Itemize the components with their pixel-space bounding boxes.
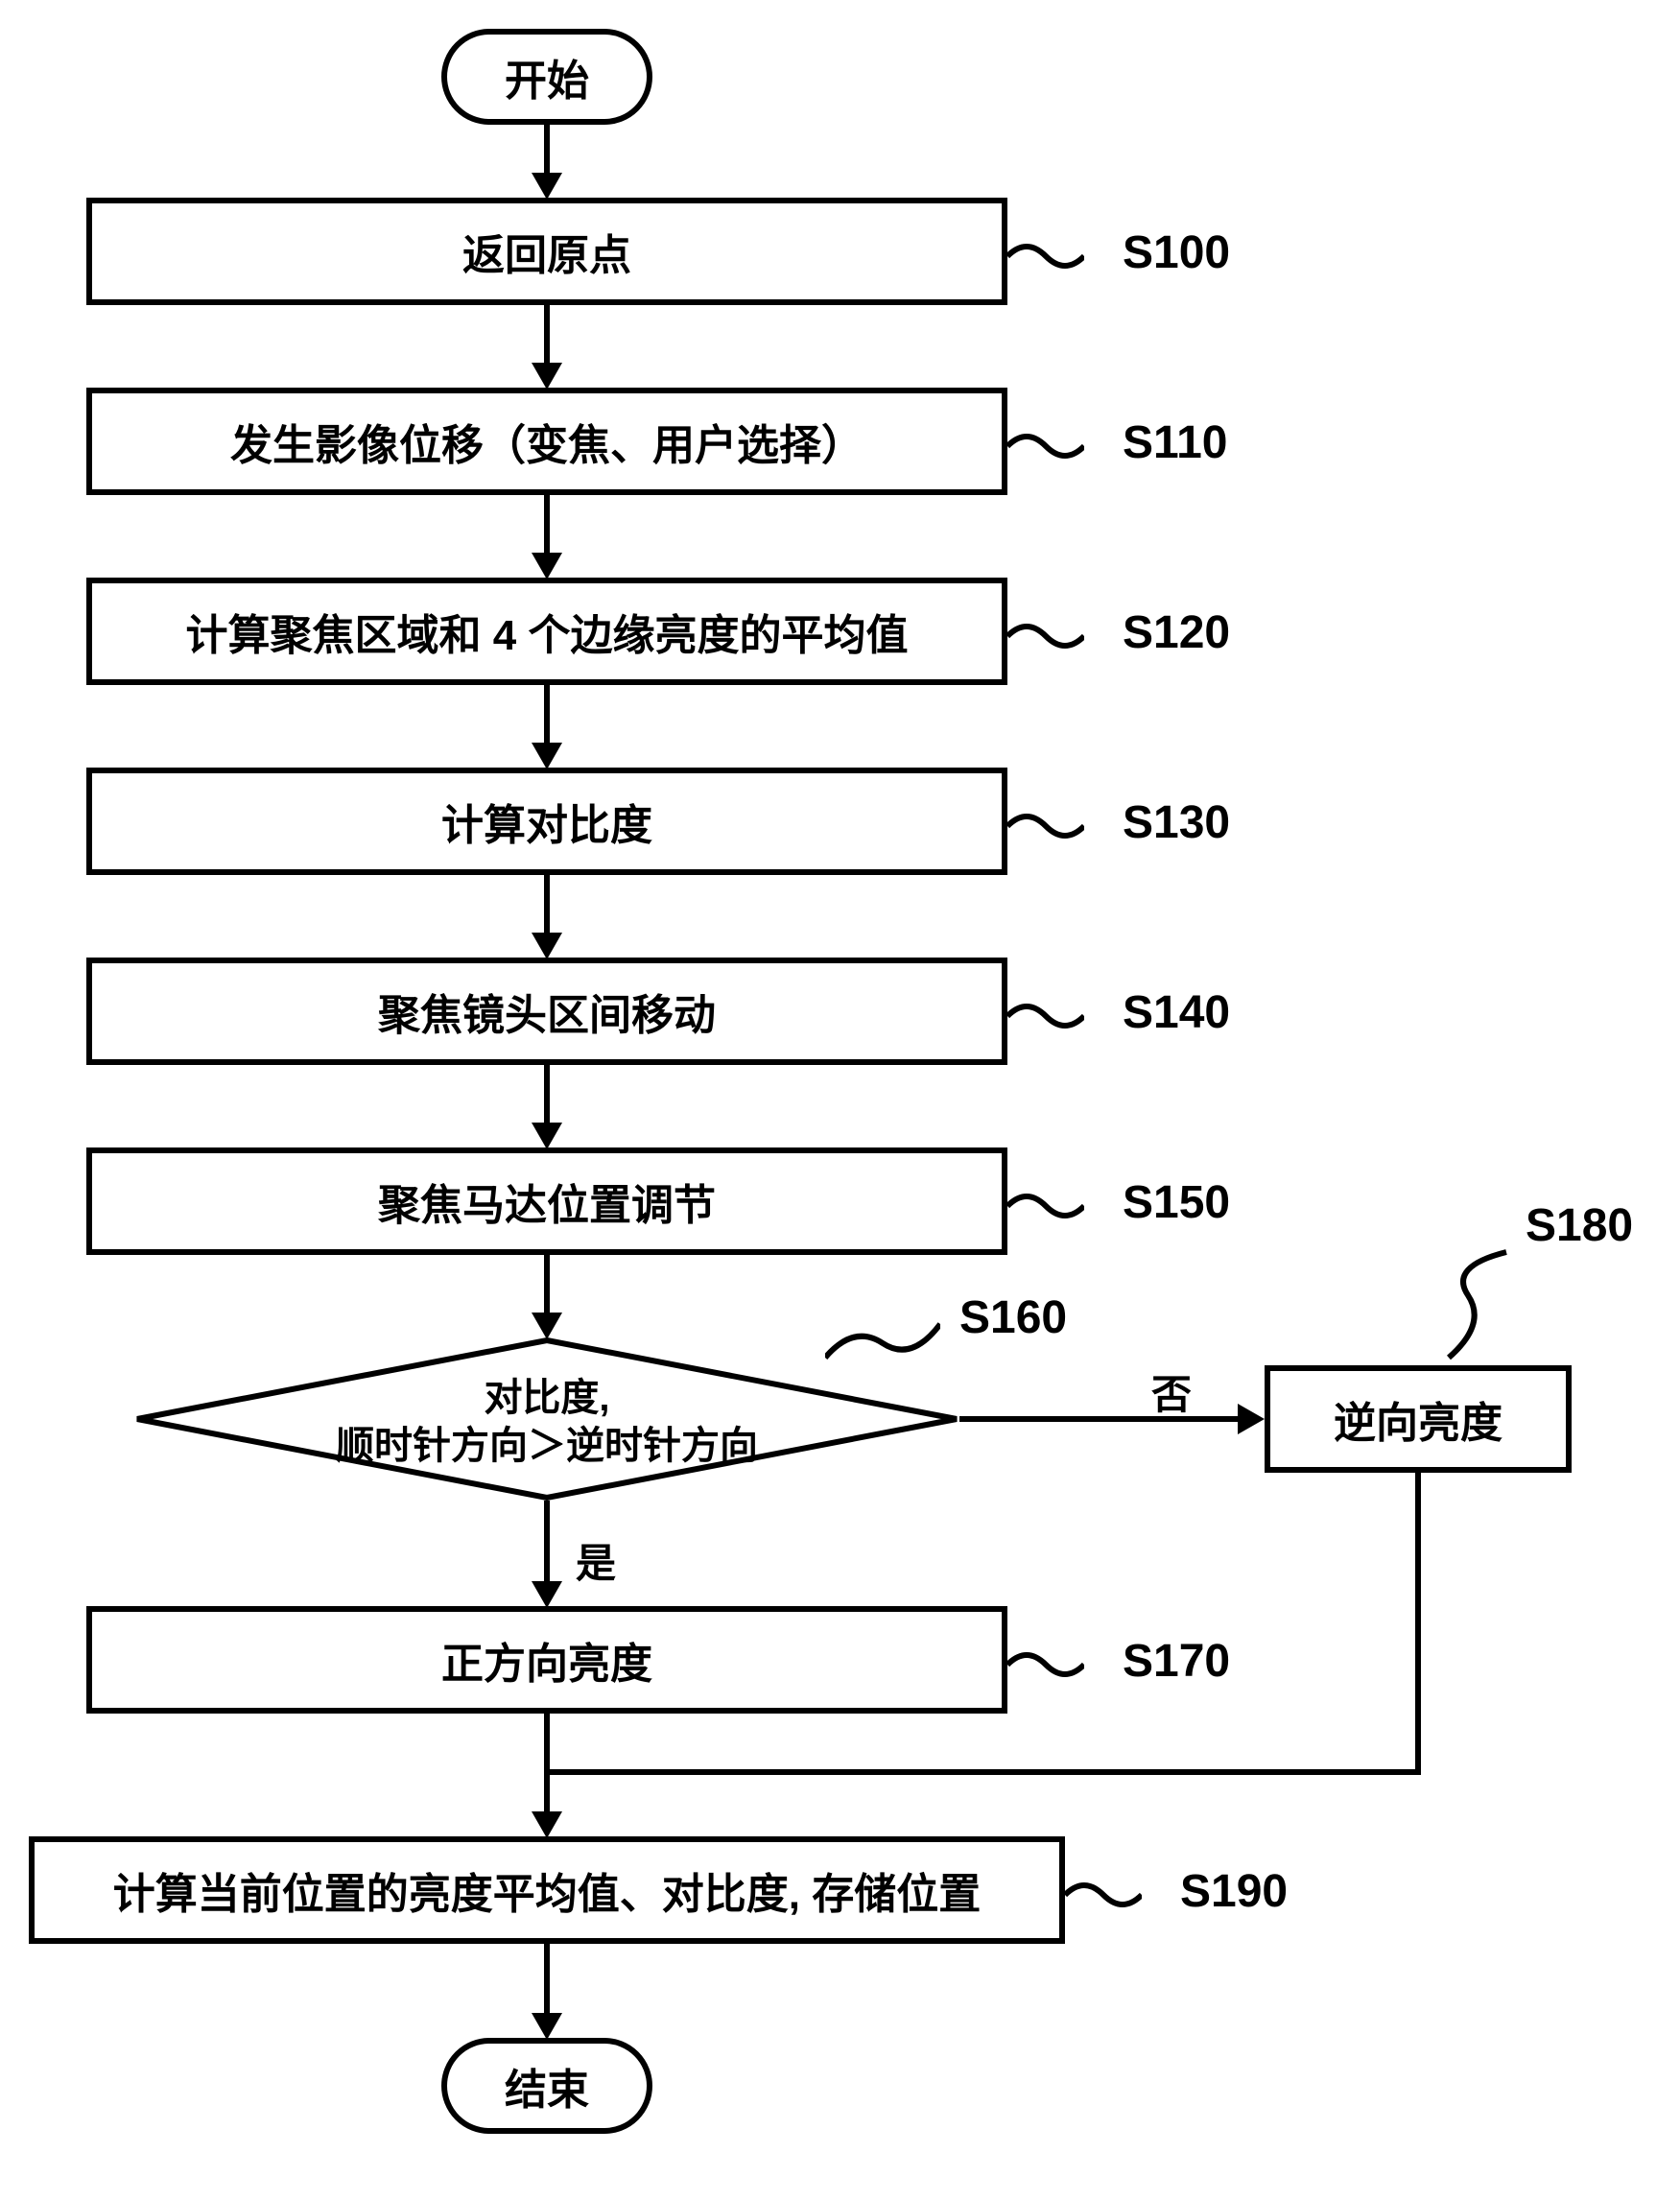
terminal-end: 结束: [441, 2038, 652, 2134]
step-s150: 聚焦马达位置调节: [86, 1147, 1007, 1255]
step-s180-tag: S180: [1526, 1199, 1633, 1252]
step-s160-line1: 对比度,: [484, 1377, 609, 1419]
step-s120: 计算聚焦区域和 4 个边缘亮度的平均值: [86, 578, 1007, 685]
step-s160-tag: S160: [959, 1291, 1067, 1344]
step-s170: 正方向亮度: [86, 1606, 1007, 1714]
step-s150-tag: S150: [1123, 1176, 1230, 1229]
step-s130: 计算对比度: [86, 768, 1007, 875]
step-s150-label: 聚焦马达位置调节: [378, 1171, 716, 1232]
arrow: [544, 1944, 550, 2015]
arrow: [544, 1501, 550, 1583]
arrow-head: [532, 1581, 562, 1608]
step-s140: 聚焦镜头区间移动: [86, 958, 1007, 1065]
step-s170-tag: S170: [1123, 1635, 1230, 1688]
step-s160-line2: 顺时针方向＞逆时针方向: [336, 1425, 758, 1467]
step-s190: 计算当前位置的亮度平均值、对比度, 存储位置: [29, 1836, 1065, 1944]
edge-no-label: 否: [1151, 1362, 1192, 1421]
step-s120-label: 计算聚焦区域和 4 个边缘亮度的平均值: [186, 601, 909, 662]
terminal-end-label: 结束: [505, 2055, 589, 2117]
flowchart-canvas: 开始 返回原点 S100 发生影像位移（变焦、用户选择） S110 计算聚焦区域…: [0, 0, 1680, 2200]
step-s130-label: 计算对比度: [441, 791, 652, 852]
step-s110: 发生影像位移（变焦、用户选择）: [86, 388, 1007, 495]
squiggle-icon: [1007, 432, 1084, 461]
arrow: [544, 875, 550, 934]
squiggle-icon: [1065, 1881, 1142, 1909]
step-s160-text: 对比度, 顺时针方向＞逆时针方向: [134, 1374, 959, 1470]
arrow-head: [532, 1811, 562, 1838]
arrow: [544, 1065, 550, 1124]
squiggle-icon: [1007, 1192, 1084, 1220]
step-s140-tag: S140: [1123, 986, 1230, 1039]
squiggle-icon: [1007, 812, 1084, 840]
step-s110-tag: S110: [1123, 416, 1227, 469]
squiggle-icon: [825, 1314, 940, 1372]
arrow-head: [532, 553, 562, 580]
squiggle-icon: [1439, 1247, 1535, 1362]
step-s190-label: 计算当前位置的亮度平均值、对比度, 存储位置: [113, 1859, 981, 1921]
arrow-head: [532, 1313, 562, 1339]
step-s110-label: 发生影像位移（变焦、用户选择）: [230, 411, 864, 472]
step-s100-tag: S100: [1123, 226, 1230, 279]
terminal-start-label: 开始: [505, 46, 589, 107]
squiggle-icon: [1007, 622, 1084, 651]
step-s140-label: 聚焦镜头区间移动: [378, 981, 716, 1042]
step-s100-label: 返回原点: [462, 221, 631, 282]
step-s100: 返回原点: [86, 198, 1007, 305]
step-s180: 逆向亮度: [1265, 1365, 1572, 1473]
arrow-head: [532, 2013, 562, 2040]
arrow: [544, 125, 550, 175]
squiggle-icon: [1007, 1002, 1084, 1030]
arrow-head: [532, 363, 562, 390]
arrow-head: [532, 933, 562, 959]
arrow: [544, 1769, 1421, 1775]
arrow: [1415, 1473, 1421, 1775]
arrow: [544, 685, 550, 745]
arrow: [544, 1714, 550, 1813]
squiggle-icon: [1007, 1650, 1084, 1679]
arrow: [544, 305, 550, 365]
arrow: [959, 1416, 1240, 1422]
arrow-head: [532, 743, 562, 769]
step-s170-label: 正方向亮度: [441, 1629, 652, 1691]
step-s130-tag: S130: [1123, 796, 1230, 849]
terminal-start: 开始: [441, 29, 652, 125]
arrow: [544, 1255, 550, 1314]
step-s190-tag: S190: [1180, 1865, 1288, 1918]
arrow-head: [532, 1123, 562, 1149]
squiggle-icon: [1007, 242, 1084, 271]
arrow-head: [1238, 1404, 1265, 1434]
step-s120-tag: S120: [1123, 606, 1230, 659]
edge-yes-label: 是: [576, 1531, 616, 1590]
step-s180-label: 逆向亮度: [1334, 1388, 1503, 1450]
arrow-head: [532, 173, 562, 200]
arrow: [544, 495, 550, 555]
